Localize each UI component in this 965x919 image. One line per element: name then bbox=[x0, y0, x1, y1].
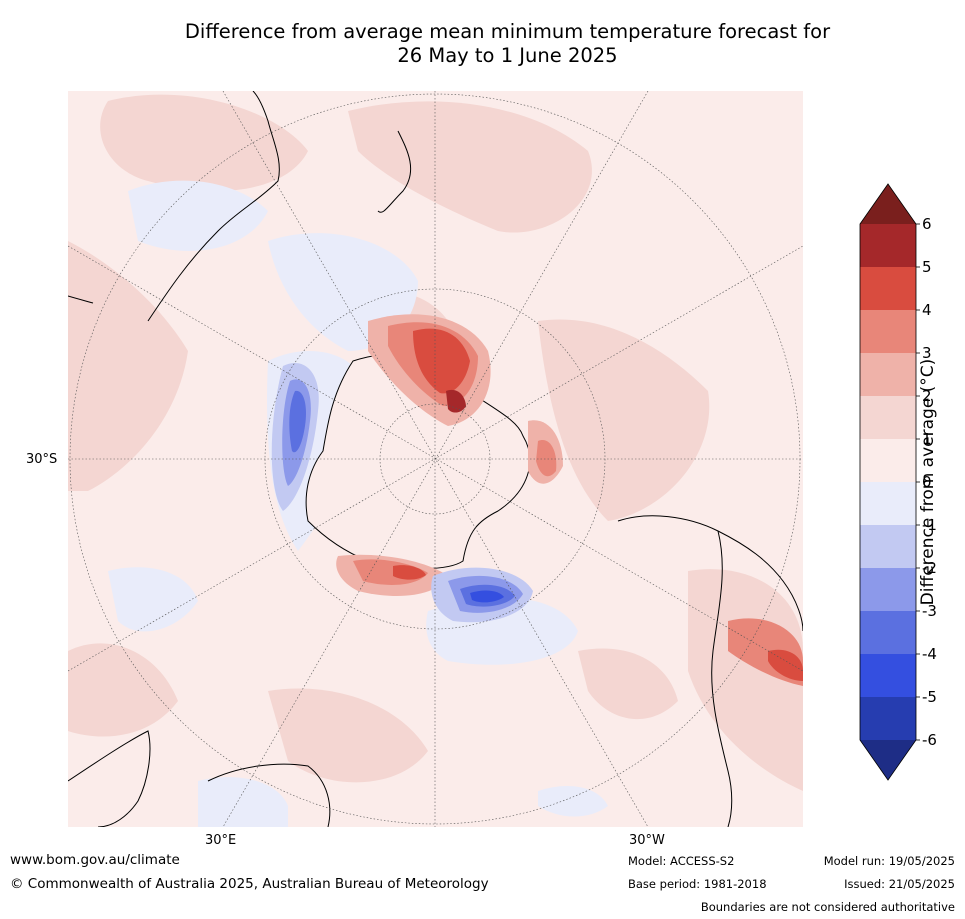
graticule bbox=[68, 91, 803, 827]
map-title: Difference from average mean minimum tem… bbox=[60, 20, 955, 68]
title-line-1: Difference from average mean minimum tem… bbox=[184, 20, 831, 43]
base-period-text: Base period: 1981-2018 bbox=[628, 877, 767, 891]
lon-label-30e: 30°E bbox=[205, 833, 237, 848]
colorbar-over-triangle bbox=[860, 184, 916, 224]
anomaly-warm-1-2 bbox=[68, 94, 803, 791]
coastlines bbox=[68, 91, 803, 827]
boundaries-note: Boundaries are not considered authoritat… bbox=[700, 900, 955, 914]
colorbar-tick-label: -3 bbox=[922, 602, 937, 620]
colorbar-swatch bbox=[860, 568, 916, 611]
lon-label-30w: 30°W bbox=[629, 833, 665, 848]
colorbar-tick-label: 4 bbox=[922, 301, 932, 319]
anomaly-warm-4-5 bbox=[393, 328, 803, 681]
title-line-2: 26 May to 1 June 2025 bbox=[397, 44, 618, 67]
colorbar-swatch bbox=[860, 697, 916, 740]
colorbar-swatch bbox=[860, 224, 916, 267]
model-text: Model: ACCESS-S2 bbox=[628, 854, 735, 868]
colorbar-swatch bbox=[860, 482, 916, 525]
colorbar-tick-label: -2 bbox=[922, 559, 937, 577]
colorbar-tick-label: 5 bbox=[922, 258, 932, 276]
colorbar-swatch bbox=[860, 439, 916, 482]
copyright-text: © Commonwealth of Australia 2025, Austra… bbox=[10, 876, 489, 892]
colorbar-tick-label: 3 bbox=[922, 344, 932, 362]
colorbar-tick-label: 1 bbox=[922, 430, 932, 448]
colorbar-tick-label: 6 bbox=[922, 215, 932, 233]
colorbar-swatch bbox=[860, 396, 916, 439]
map-svg bbox=[68, 91, 803, 827]
polar-anomaly-map bbox=[68, 91, 803, 827]
colorbar: 6 5 4 3 2 1 0 -1 -2 -3 -4 -5 -6 bbox=[858, 182, 964, 782]
colorbar-swatch bbox=[860, 611, 916, 654]
colorbar-tick-label: 0 bbox=[922, 473, 932, 491]
colorbar-swatch bbox=[860, 654, 916, 697]
website-link[interactable]: www.bom.gov.au/climate bbox=[10, 852, 180, 868]
colorbar-swatch bbox=[860, 525, 916, 568]
colorbar-swatch bbox=[860, 267, 916, 310]
colorbar-under-triangle bbox=[860, 740, 916, 780]
colorbar-svg: 6 5 4 3 2 1 0 -1 -2 -3 -4 -5 -6 bbox=[859, 183, 937, 781]
issued-text: Issued: 21/05/2025 bbox=[844, 877, 955, 891]
colorbar-tick-label: -5 bbox=[922, 688, 937, 706]
colorbar-tick-label: -1 bbox=[922, 516, 937, 534]
colorbar-tick-label: 2 bbox=[922, 387, 932, 405]
colorbar-title: Difference from average (°C) bbox=[918, 358, 938, 606]
anomaly-warm-5-6 bbox=[446, 389, 466, 413]
lat-label-30s: 30°S bbox=[26, 452, 58, 467]
anomaly-cold-4-5 bbox=[470, 590, 504, 603]
colorbar-tick-label: -6 bbox=[922, 731, 937, 749]
colorbar-swatch bbox=[860, 353, 916, 396]
colorbar-tick-label: -4 bbox=[922, 645, 937, 663]
model-run-text: Model run: 19/05/2025 bbox=[823, 854, 955, 868]
colorbar-swatch bbox=[860, 310, 916, 353]
